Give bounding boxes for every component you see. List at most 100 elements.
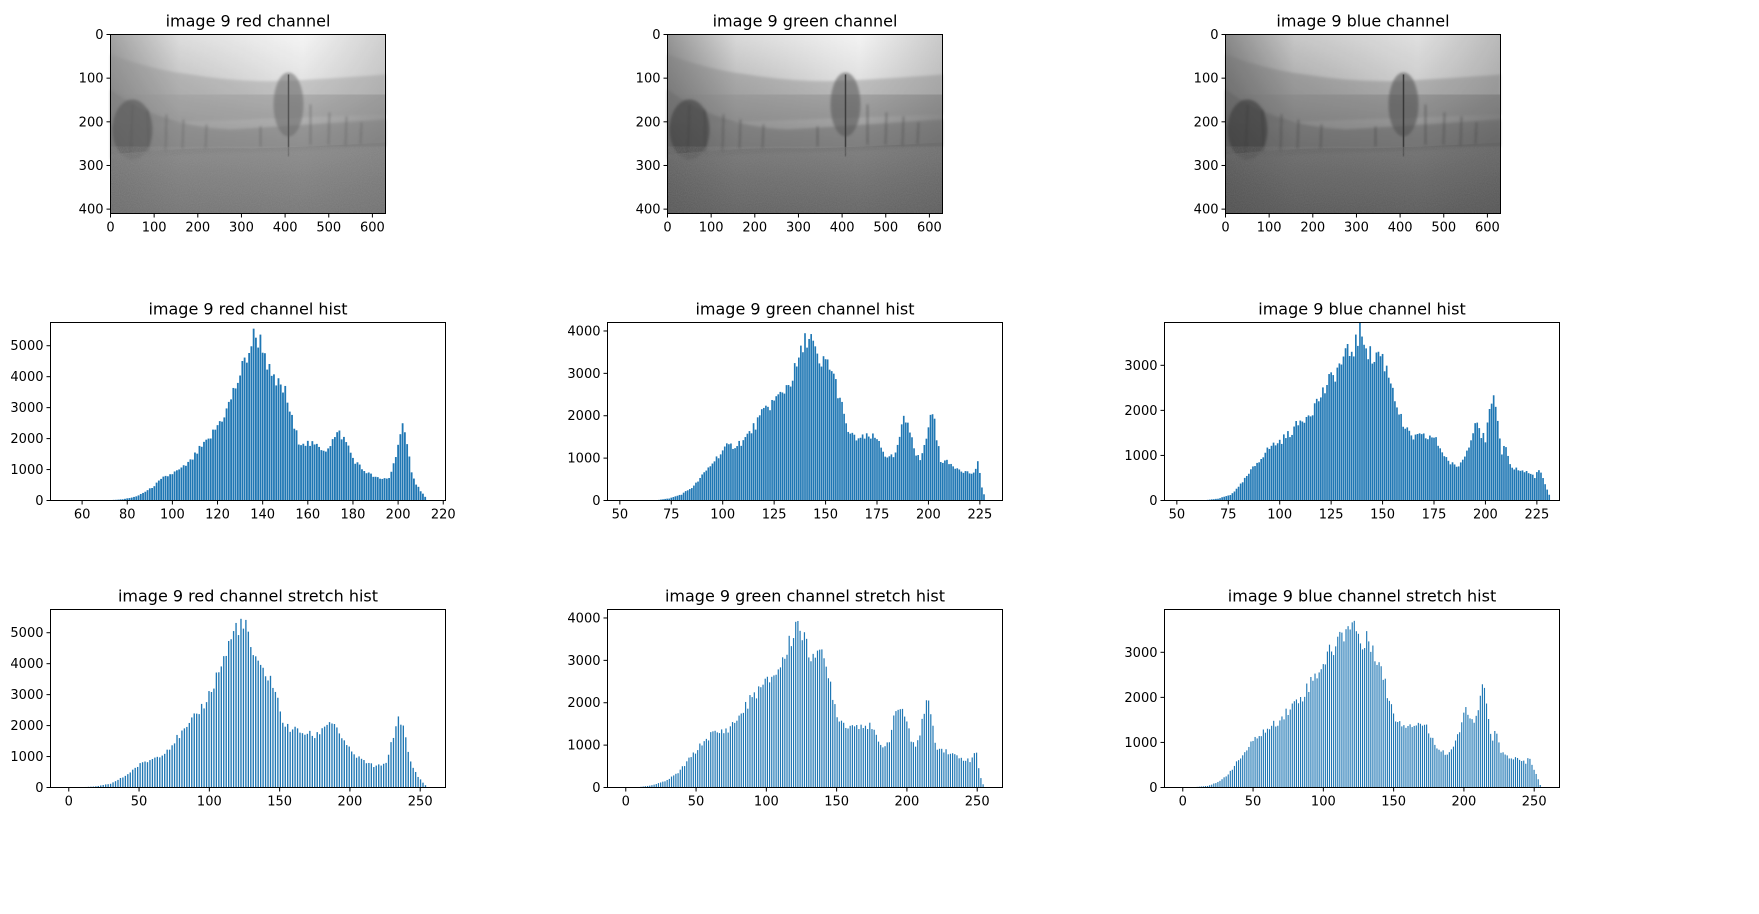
histogram-bar: [952, 466, 954, 501]
histogram-bar: [825, 666, 827, 788]
histogram-bar: [660, 782, 662, 788]
histogram-bar: [279, 711, 281, 788]
histogram-bar: [956, 755, 958, 788]
histogram-bar: [1465, 707, 1467, 788]
histogram-bar: [804, 333, 806, 501]
histogram-bar: [766, 676, 768, 788]
x-tick-label: 500: [873, 221, 898, 236]
histogram-bar: [176, 734, 178, 788]
histogram-bar: [1538, 470, 1540, 501]
histogram-bar: [1498, 742, 1500, 788]
histogram-bar: [1471, 719, 1473, 788]
histogram-bar: [1486, 422, 1489, 501]
histogram-bar: [1315, 398, 1318, 501]
histogram-bar: [1394, 401, 1396, 501]
histogram-bar: [738, 715, 740, 788]
histogram-bar: [964, 471, 967, 501]
x-tick-label: 100: [1257, 221, 1282, 236]
histogram-bar: [232, 631, 235, 788]
histogram-bar: [203, 708, 205, 788]
histogram-bar: [358, 464, 361, 501]
histogram-bar: [1504, 754, 1506, 788]
y-tick-label: 2000: [1124, 404, 1157, 419]
histogram-bar: [979, 472, 981, 501]
histogram-bar: [1302, 701, 1304, 788]
histogram-bar: [882, 451, 884, 501]
histogram-bar: [1276, 443, 1279, 501]
histogram-bar: [935, 440, 938, 501]
histogram-bar: [203, 441, 205, 501]
histogram-bar: [801, 640, 803, 788]
histogram-bar: [812, 653, 814, 788]
histogram-bar: [1242, 755, 1244, 788]
histogram-bar: [834, 704, 836, 788]
histogram-bar: [884, 746, 886, 788]
histogram-bar: [1349, 629, 1351, 788]
histogram-bar: [1395, 721, 1397, 788]
histogram-bar: [856, 724, 858, 788]
histogram-bar: [1519, 470, 1522, 501]
histogram-bar: [747, 708, 749, 788]
histogram-bar: [1415, 725, 1417, 788]
histogram-bar: [1430, 737, 1432, 788]
histogram-bar: [326, 724, 328, 788]
histogram-bar: [1277, 725, 1279, 788]
histogram-bar: [888, 742, 891, 788]
histogram-bar: [141, 762, 144, 788]
histogram-bar: [1496, 733, 1498, 788]
histogram-bar: [863, 438, 866, 501]
histogram-bar: [373, 767, 375, 788]
histogram-bar: [1359, 643, 1362, 788]
histogram-bar: [787, 385, 790, 501]
histogram-bar: [1340, 364, 1343, 501]
histogram-bar: [390, 471, 393, 501]
histogram-bar: [1372, 645, 1374, 788]
histogram-bar: [259, 334, 262, 501]
histogram-bar: [967, 758, 969, 788]
histogram-bar: [277, 697, 279, 788]
histogram-bar: [788, 635, 790, 788]
x-tick-label: 100: [142, 221, 167, 236]
axes-frame: [50, 322, 446, 501]
histogram-bar: [1509, 464, 1511, 501]
histogram-bar: [860, 724, 862, 788]
y-tick-label: 200: [1194, 115, 1219, 130]
histogram-bar: [406, 444, 409, 501]
histogram-bar: [318, 446, 321, 501]
histogram-bar: [1207, 785, 1209, 788]
histogram-bar: [1344, 348, 1347, 501]
histogram-bar: [1229, 770, 1231, 788]
histogram-bar: [875, 734, 877, 788]
histogram-bar: [130, 497, 133, 501]
histogram-bar: [1233, 491, 1236, 501]
histogram-bar: [835, 379, 837, 501]
histogram-bar: [816, 353, 819, 501]
histogram-bar: [144, 761, 146, 788]
histogram-bar: [1443, 456, 1446, 501]
histogram-bar: [200, 446, 203, 501]
histogram-bar: [694, 753, 697, 788]
histogram-bar: [262, 667, 264, 788]
x-tick-label: 60: [74, 508, 91, 523]
histogram-bar: [808, 657, 810, 788]
histogram-bar: [688, 489, 691, 501]
histogram-bar: [194, 452, 196, 501]
x-tick-label: 50: [131, 795, 148, 810]
histogram-bar: [245, 362, 248, 501]
histogram-bar: [136, 766, 139, 788]
histogram-bar: [410, 761, 412, 788]
histogram-bar: [1510, 758, 1512, 788]
histogram-bar: [680, 494, 683, 501]
histogram-bar: [732, 448, 734, 501]
histogram-bar: [1474, 423, 1476, 501]
histogram-bar: [360, 758, 363, 788]
y-tick-label: 0: [652, 28, 660, 43]
histogram-bar: [1256, 738, 1258, 788]
subplot-g-img: 0 100 200 300 400 500 600 0 100 200 300 400 image 9 …: [636, 12, 943, 236]
histogram-bar: [692, 752, 694, 788]
x-tick-label: 500: [1431, 221, 1456, 236]
histogram-bar: [755, 698, 758, 788]
histogram-bar: [949, 753, 952, 788]
x-tick-label: 150: [813, 508, 838, 523]
histogram-bar: [1221, 779, 1223, 788]
